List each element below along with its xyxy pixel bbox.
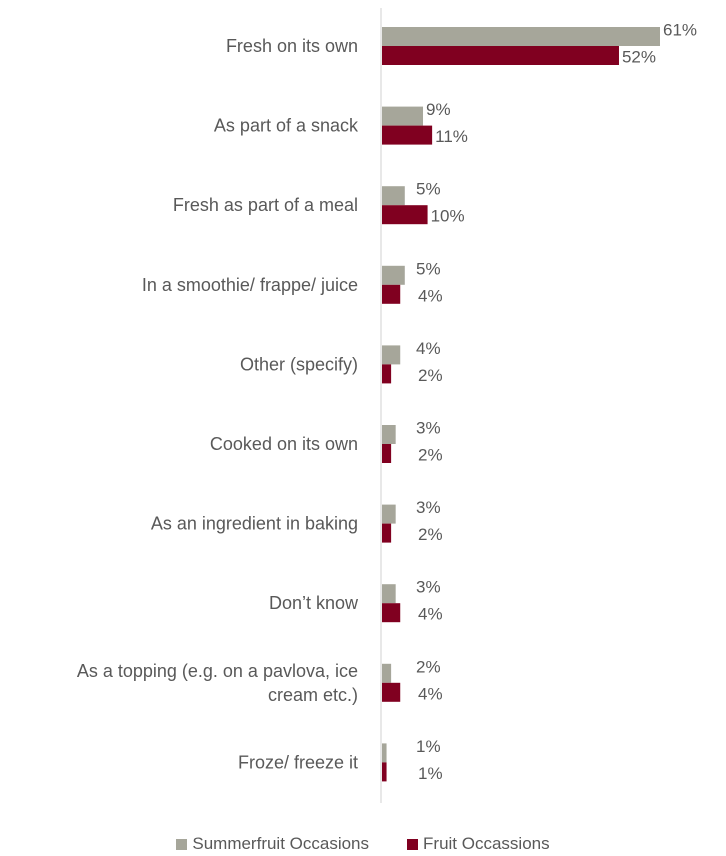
bar-summerfruit — [382, 663, 392, 683]
bar-fruit — [382, 205, 428, 225]
value-label-fruit: 2% — [418, 366, 443, 385]
value-label-summerfruit: 9% — [426, 100, 451, 119]
value-label-summerfruit: 3% — [416, 498, 441, 517]
category-label: As part of a snack — [214, 116, 359, 136]
value-label-fruit: 2% — [418, 525, 443, 544]
bar-fruit — [382, 125, 433, 145]
legend-label-fruit: Fruit Occassions — [423, 834, 550, 853]
bar-summerfruit — [382, 504, 396, 524]
category-label: As an ingredient in baking — [151, 514, 358, 534]
category-label: Fresh on its own — [226, 36, 358, 56]
legend-item-summerfruit: Summerfruit Occasions — [176, 832, 369, 856]
bar-summerfruit — [382, 186, 405, 206]
value-label-fruit: 2% — [418, 446, 443, 465]
bar-fruit — [382, 523, 392, 543]
legend-swatch-fruit — [407, 838, 419, 850]
legend-label-summerfruit: Summerfruit Occasions — [192, 834, 370, 853]
bar-summerfruit — [382, 27, 660, 46]
value-label-summerfruit: 2% — [416, 657, 441, 676]
value-label-fruit: 4% — [418, 605, 443, 624]
bar-summerfruit — [382, 743, 387, 763]
value-label-fruit: 11% — [435, 127, 468, 146]
bar-summerfruit — [382, 345, 401, 365]
value-label-fruit: 52% — [622, 48, 656, 67]
bar-fruit — [382, 46, 619, 65]
value-label-fruit: 4% — [418, 684, 443, 703]
bar-summerfruit — [382, 106, 424, 126]
legend: Summerfruit Occasions Fruit Occassions — [0, 832, 726, 856]
category-labels: Fresh on its own As part of a snack Fresh … — [77, 36, 359, 772]
value-label-fruit: 1% — [418, 764, 443, 783]
value-label-summerfruit: 4% — [416, 339, 441, 358]
value-label-fruit: 4% — [418, 286, 443, 305]
category-label: Fresh as part of a meal — [173, 195, 358, 215]
value-labels: 61% 52% 9% 11% 5% 10% 5% 4% 4% 2% 3% 2% 3% 2% 3% 4% 2% 4%… — [416, 21, 697, 783]
category-label: cream etc.) — [268, 685, 358, 705]
bar-summerfruit — [382, 425, 396, 444]
legend-swatch-summerfruit — [176, 838, 188, 850]
bar-fruit — [382, 682, 401, 702]
value-label-summerfruit: 3% — [416, 419, 441, 438]
category-label: Other (specify) — [240, 354, 358, 374]
bar-fruit — [382, 284, 401, 304]
bar-fruit — [382, 364, 392, 384]
bar-summerfruit — [382, 584, 396, 604]
category-label: Cooked on its own — [210, 434, 358, 454]
value-label-summerfruit: 1% — [416, 737, 441, 756]
legend-item-fruit: Fruit Occassions — [407, 832, 550, 856]
value-label-summerfruit: 61% — [663, 21, 697, 40]
bar-chart: Fresh on its own As part of a snack Fresh … — [77, 8, 697, 803]
value-label-fruit: 10% — [431, 207, 465, 226]
category-label: As a topping (e.g. on a pavlova, ice — [77, 661, 358, 681]
bar-summerfruit — [382, 265, 405, 285]
bar-fruit — [382, 603, 401, 623]
value-label-summerfruit: 5% — [416, 259, 441, 278]
value-label-summerfruit: 3% — [416, 578, 441, 597]
value-label-summerfruit: 5% — [416, 180, 441, 199]
category-label: Froze/ freeze it — [238, 752, 358, 772]
bar-fruit — [382, 762, 387, 782]
category-label: Don’t know — [269, 593, 359, 613]
bars — [382, 27, 660, 782]
bar-fruit — [382, 444, 392, 463]
category-label: In a smoothie/ frappe/ juice — [142, 275, 358, 295]
